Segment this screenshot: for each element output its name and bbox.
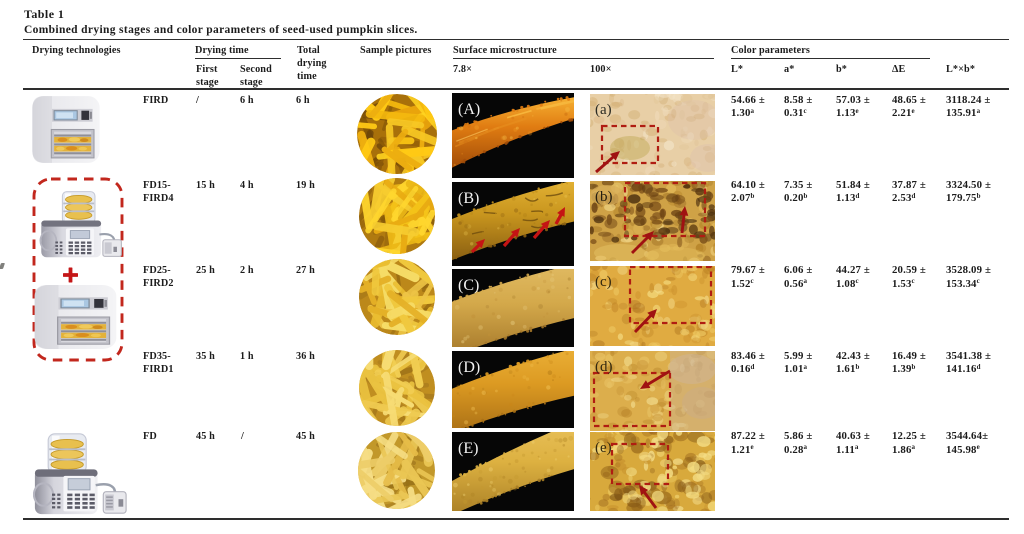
svg-text:(c): (c) xyxy=(595,274,612,290)
svg-text:(d): (d) xyxy=(595,359,613,375)
svg-text:(B): (B) xyxy=(458,190,479,207)
svg-text:(D): (D) xyxy=(458,359,480,376)
svg-text:(C): (C) xyxy=(458,277,479,294)
svg-text:(A): (A) xyxy=(458,101,480,118)
svg-text:(E): (E) xyxy=(458,440,478,457)
svg-text:(a): (a) xyxy=(595,102,612,118)
svg-text:(e): (e) xyxy=(595,440,612,456)
svg-text:(b): (b) xyxy=(595,189,613,205)
